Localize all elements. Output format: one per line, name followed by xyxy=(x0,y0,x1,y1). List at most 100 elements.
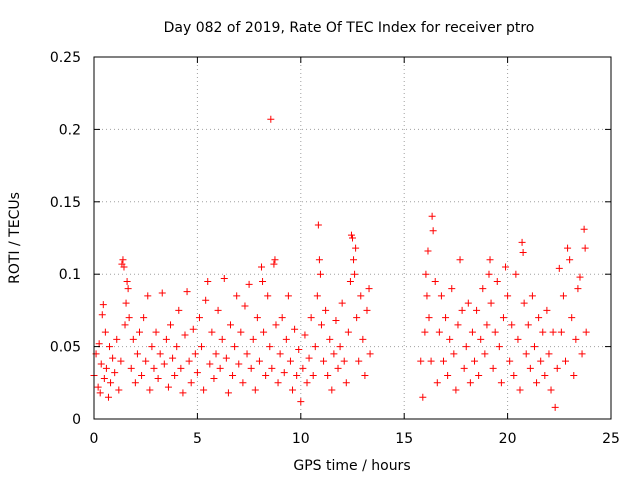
data-point-plus xyxy=(301,331,309,339)
data-point-plus xyxy=(460,364,468,372)
data-points xyxy=(90,115,590,411)
data-point-plus xyxy=(322,306,330,314)
data-point-plus xyxy=(231,343,239,351)
y-axis-ticks: 0 0.05 0.1 0.15 0.2 0.25 xyxy=(50,50,611,428)
data-point-plus xyxy=(97,360,105,368)
data-point-plus xyxy=(545,350,553,358)
data-point-plus xyxy=(253,314,261,322)
data-point-plus xyxy=(115,386,123,394)
data-point-plus xyxy=(282,335,290,343)
data-point-plus xyxy=(204,277,212,285)
data-point-plus xyxy=(177,364,185,372)
data-point-plus xyxy=(193,369,201,377)
data-point-plus xyxy=(326,335,334,343)
data-point-plus xyxy=(423,292,431,300)
data-point-plus xyxy=(109,354,117,362)
data-point-plus xyxy=(580,225,588,233)
data-point-plus xyxy=(179,389,187,397)
data-point-plus xyxy=(421,328,429,336)
data-point-plus xyxy=(344,328,352,336)
y-tick-label: 0.05 xyxy=(50,340,81,356)
data-point-plus xyxy=(255,357,263,365)
data-point-plus xyxy=(508,321,516,329)
data-point-plus xyxy=(309,372,317,380)
data-point-plus xyxy=(468,328,476,336)
data-point-plus xyxy=(259,277,267,285)
data-point-plus xyxy=(564,244,572,252)
data-point-plus xyxy=(581,244,589,252)
data-point-plus xyxy=(324,372,332,380)
data-point-plus xyxy=(355,357,363,365)
x-tick-label: 25 xyxy=(602,431,620,447)
data-point-plus xyxy=(241,302,249,310)
data-point-plus xyxy=(559,292,567,300)
data-point-plus xyxy=(352,244,360,252)
data-point-plus xyxy=(481,350,489,358)
gridlines xyxy=(94,57,611,419)
data-point-plus xyxy=(524,321,532,329)
data-point-plus xyxy=(140,314,148,322)
data-point-plus xyxy=(549,328,557,336)
data-point-plus xyxy=(233,292,241,300)
data-point-plus xyxy=(528,292,536,300)
data-point-plus xyxy=(520,299,528,307)
data-point-plus xyxy=(578,350,586,358)
data-point-plus xyxy=(466,379,474,387)
data-point-plus xyxy=(493,277,501,285)
data-point-plus xyxy=(111,369,119,377)
data-point-plus xyxy=(551,403,559,411)
data-point-plus xyxy=(167,321,175,329)
data-point-plus xyxy=(562,357,570,365)
data-point-plus xyxy=(280,369,288,377)
data-point-plus xyxy=(284,292,292,300)
data-point-plus xyxy=(272,321,280,329)
data-point-plus xyxy=(514,335,522,343)
data-point-plus xyxy=(365,285,373,293)
data-point-plus xyxy=(315,256,323,264)
data-point-plus xyxy=(214,306,222,314)
data-point-plus xyxy=(235,360,243,368)
data-point-plus xyxy=(144,292,152,300)
data-point-plus xyxy=(274,379,282,387)
data-point-plus xyxy=(135,328,143,336)
data-point-plus xyxy=(427,357,435,365)
data-point-plus xyxy=(293,372,301,380)
data-point-plus xyxy=(260,328,268,336)
data-point-plus xyxy=(450,350,458,358)
data-point-plus xyxy=(289,386,297,394)
data-point-plus xyxy=(222,354,230,362)
data-point-plus xyxy=(245,280,253,288)
data-point-plus xyxy=(576,273,584,281)
data-point-plus xyxy=(464,299,472,307)
data-point-plus xyxy=(316,270,324,278)
data-point-plus xyxy=(351,270,359,278)
data-point-plus xyxy=(428,212,436,220)
data-point-plus xyxy=(220,275,228,283)
data-point-plus xyxy=(336,343,344,351)
data-point-plus xyxy=(123,277,131,285)
data-point-plus xyxy=(266,343,274,351)
x-axis-label: GPS time / hours xyxy=(293,458,410,474)
data-point-plus xyxy=(307,314,315,322)
data-point-plus xyxy=(243,350,251,358)
data-point-plus xyxy=(258,263,266,271)
data-point-plus xyxy=(226,321,234,329)
data-point-plus xyxy=(568,314,576,322)
data-point-plus xyxy=(485,270,493,278)
data-point-plus xyxy=(102,364,110,372)
data-point-plus xyxy=(295,345,303,353)
data-point-plus xyxy=(121,321,129,329)
data-point-plus xyxy=(429,227,437,235)
data-point-plus xyxy=(239,379,247,387)
data-point-plus xyxy=(338,299,346,307)
data-point-plus xyxy=(357,292,365,300)
data-point-plus xyxy=(212,350,220,358)
data-point-plus xyxy=(314,221,322,229)
data-point-plus xyxy=(456,256,464,264)
data-point-plus xyxy=(555,264,563,272)
data-point-plus xyxy=(342,379,350,387)
data-point-plus xyxy=(332,317,340,325)
data-point-plus xyxy=(98,311,106,319)
data-point-plus xyxy=(278,314,286,322)
data-point-plus xyxy=(206,360,214,368)
